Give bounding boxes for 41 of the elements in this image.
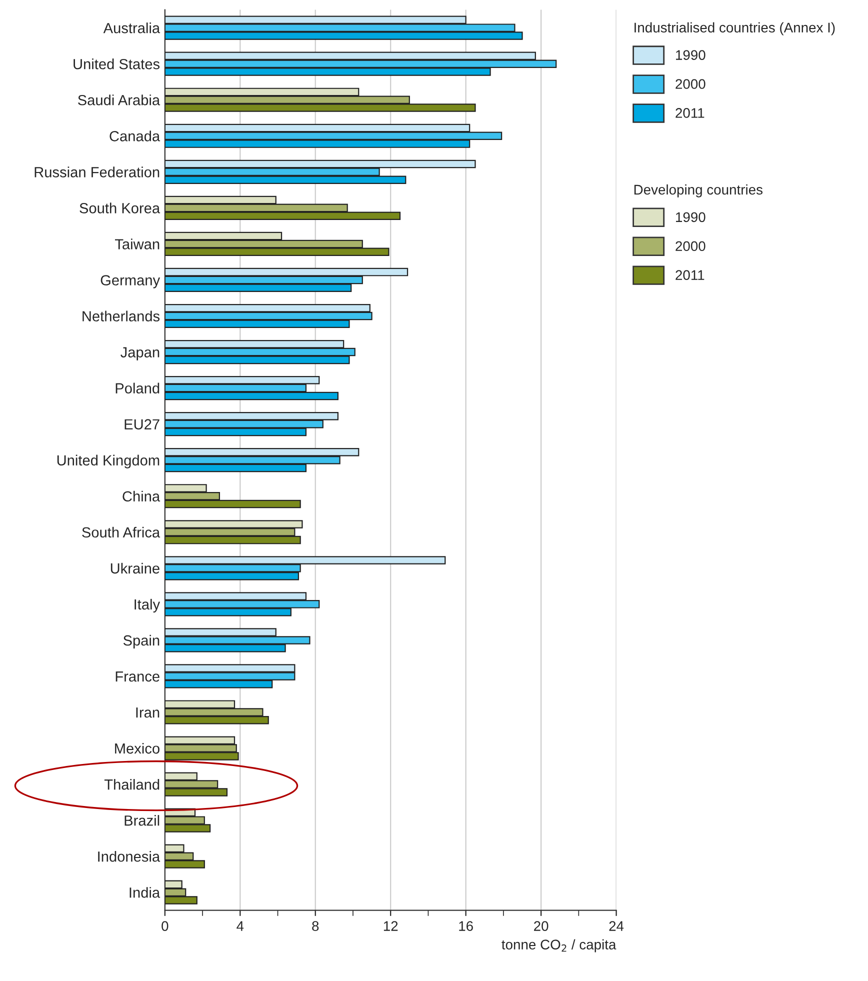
y-tick-label: Japan	[120, 347, 160, 360]
y-tick-label: Ukraine	[110, 562, 160, 574]
y-tick-label: Iran	[136, 707, 160, 718]
x-axis-title: tonne CO$_{2}$ / capita	[502, 939, 616, 952]
legend-title: Industrialised countries (Annex I)	[634, 22, 835, 36]
legend-label: 2000	[676, 241, 706, 252]
x-tick-label: 12	[384, 921, 398, 931]
y-tick-label: United Kingdom	[57, 454, 160, 468]
y-tick-label: Spain	[123, 634, 160, 649]
y-tick-label: Russian Federation	[34, 166, 160, 178]
y-tick-label: Poland	[116, 382, 160, 394]
x-tick-label: 4	[236, 921, 244, 931]
y-tick-label: Taiwan	[115, 238, 160, 250]
legend-label: 2011	[676, 270, 704, 280]
legend-label: 1990	[676, 50, 706, 60]
y-tick-label: Thailand	[104, 779, 160, 790]
legend-label: 1990	[676, 212, 706, 222]
y-tick-label: EU27	[124, 419, 160, 430]
y-tick-label: Italy	[134, 598, 160, 612]
x-tick-label: 16	[459, 921, 473, 931]
y-tick-label: China	[122, 490, 160, 502]
y-tick-label: France	[116, 671, 160, 682]
y-tick-label: South Africa	[82, 526, 160, 538]
legend-label: 2011	[676, 108, 704, 118]
y-tick-label: South Korea	[80, 202, 160, 214]
y-tick-label: India	[130, 887, 160, 898]
legend-label: 2000	[676, 79, 706, 89]
y-tick-label: Brazil	[124, 815, 160, 826]
y-tick-label: Saudi Arabia	[78, 94, 160, 106]
x-tick-label: 20	[534, 921, 548, 931]
y-tick-label: Australia	[103, 22, 160, 34]
y-tick-label: Canada	[110, 130, 160, 142]
y-tick-label: Indonesia	[98, 851, 160, 862]
y-tick-label: Mexico	[115, 742, 160, 754]
y-tick-label: Netherlands	[82, 310, 160, 322]
x-tick-label: 0	[162, 921, 168, 931]
x-tick-label: 24	[609, 921, 624, 931]
x-tick-label: 8	[312, 921, 319, 931]
text: Developing countries	[634, 184, 762, 198]
y-tick-label: United States	[74, 58, 160, 70]
y-tick-label: Germany	[100, 275, 160, 288]
